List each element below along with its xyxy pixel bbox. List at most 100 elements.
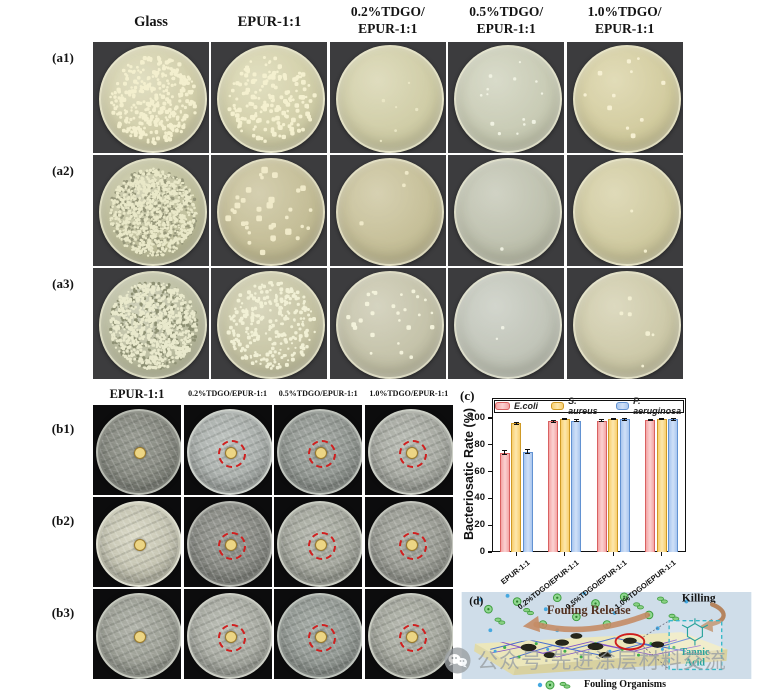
- legend-label: E.coli: [514, 401, 539, 411]
- schematic-illustration: Fouling Release Killing Tannic Acid (d): [461, 591, 752, 679]
- inhibition-zone-ring: [217, 624, 246, 652]
- petri-dish-photo: [217, 158, 326, 266]
- inhibition-zone-ring: [217, 532, 246, 560]
- bar-ecoli: [596, 420, 607, 552]
- colony-dots: [508, 212, 509, 213]
- inhibition-dish-cell: [364, 497, 453, 587]
- petri-dish-photo: [572, 271, 681, 379]
- error-bar-cap: [599, 419, 605, 421]
- colony-dots: [508, 99, 509, 100]
- colony-dots: [390, 99, 391, 100]
- petri-dish-cell: [448, 155, 565, 266]
- inhibition-dish-photo: [96, 593, 181, 679]
- inhibition-dish-photo: [277, 501, 363, 587]
- inhibition-dish-cell: [93, 405, 181, 495]
- panel-b-row-label: (b1): [51, 421, 75, 436]
- error-bar: [601, 419, 603, 422]
- petri-dish-photo: [454, 158, 563, 266]
- coating-slab: [474, 632, 728, 676]
- error-bar-cap: [513, 421, 519, 423]
- error-bar: [624, 418, 626, 420]
- sample-disc: [405, 447, 418, 459]
- bar-paeruginosa: [668, 419, 679, 552]
- header-line: EPUR-1:1: [594, 20, 655, 36]
- error-bar-cap: [550, 419, 556, 421]
- colony-dots: [390, 325, 391, 326]
- sample-disc: [224, 539, 237, 551]
- surface-foulers: [520, 633, 665, 659]
- colony-dots: [271, 99, 272, 100]
- tannic-acid-box: Tannic Acid: [668, 618, 723, 671]
- bar-ecoli: [548, 421, 559, 552]
- inhibition-zone-ring: [308, 624, 337, 652]
- panel-b-row-label: (b3): [51, 605, 75, 620]
- error-bar-cap: [659, 418, 665, 420]
- blue-organism-icon: [537, 682, 543, 687]
- error-bar: [649, 419, 651, 421]
- panel-b-column-header: 1.0%TDGO/EPUR-1:1: [369, 389, 449, 398]
- header-line: 0.2%TDGO/: [350, 4, 425, 19]
- inhibition-dish-cell: [183, 405, 272, 495]
- panel-d-schematic: Fouling Release Killing Tannic Acid (d): [455, 591, 758, 679]
- header-line: 1.0%TDGO/: [587, 4, 662, 19]
- header-line: EPUR-1:1: [358, 20, 418, 36]
- error-bar-cap: [610, 417, 616, 419]
- petri-dish-cell: [211, 42, 328, 153]
- legend-label: P. aeruginosa: [633, 396, 682, 416]
- sample-disc: [224, 447, 237, 459]
- watermark-text: 公众号·先进涂层材料交流: [477, 649, 727, 673]
- error-bar-cap: [659, 417, 665, 419]
- error-bar-cap: [562, 418, 568, 420]
- petri-dish-cell: [93, 268, 209, 379]
- chart-legend: E.coli S. aureus P. aeruginosa: [494, 396, 684, 416]
- sample-disc: [134, 631, 146, 643]
- inhibition-dish-cell: [93, 589, 181, 679]
- legend-label: S. aureus: [568, 396, 598, 416]
- bar-paeruginosa: [571, 420, 582, 552]
- x-tick-mark: [612, 552, 614, 556]
- error-bar: [527, 449, 529, 454]
- petri-dish-photo: [335, 271, 444, 379]
- inhibition-dish-photo: [186, 409, 272, 495]
- inhibition-dish-cell: [183, 497, 272, 587]
- inhibition-zone-ring: [308, 532, 337, 560]
- error-bar-cap: [647, 420, 653, 422]
- petri-dish-photo: [99, 158, 207, 266]
- inhibition-dish-photo: [186, 501, 272, 587]
- error-bar-cap: [502, 454, 508, 456]
- colony-dots: [153, 99, 154, 100]
- error-bar: [575, 419, 577, 422]
- sample-disc: [405, 631, 418, 643]
- watermark: 公众号·先进涂层材料交流: [444, 645, 727, 675]
- error-bar-cap: [513, 423, 519, 425]
- header-line: 0.5%TDGO/: [469, 4, 544, 19]
- inhibition-dish-photo: [96, 501, 181, 587]
- error-bar: [515, 422, 517, 425]
- sample-disc: [315, 631, 328, 643]
- petri-dish-cell: [211, 268, 328, 379]
- petri-dish-photo: [217, 271, 326, 379]
- petri-dish-cell: [211, 155, 328, 266]
- panel-b-column-header: 0.2%TDGO/EPUR-1:1: [188, 389, 268, 398]
- petri-dish-cell: [329, 155, 446, 266]
- bar-saureus: [656, 418, 667, 552]
- panel-a-column-header: 0.5%TDGO/EPUR-1:1: [448, 4, 564, 38]
- error-bar: [661, 418, 663, 420]
- error-bar-cap: [573, 420, 579, 422]
- fouling-release-label: Fouling Release: [547, 603, 631, 617]
- panel-b-inhibition-assay: EPUR-1:1 0.2%TDGO/EPUR-1:1 0.5%TDGO/EPUR-1…: [0, 385, 455, 680]
- petri-dish-photo: [335, 45, 444, 153]
- petri-dish-photo: [335, 158, 444, 266]
- petri-dish-photo: [572, 158, 681, 266]
- y-tick-mark: [488, 417, 492, 419]
- petri-dish-cell: [329, 42, 446, 153]
- colony-dots: [271, 212, 272, 213]
- y-tick-mark: [488, 551, 492, 553]
- sample-disc: [315, 539, 328, 551]
- legend-swatch: [615, 402, 630, 410]
- panel-a-column-header: EPUR-1:1: [211, 13, 327, 31]
- panel-a-column-header: Glass: [93, 13, 209, 31]
- panel-b-row-label: (b2): [51, 513, 75, 528]
- panel-d-label: (d): [469, 595, 483, 607]
- error-bar-cap: [670, 418, 676, 420]
